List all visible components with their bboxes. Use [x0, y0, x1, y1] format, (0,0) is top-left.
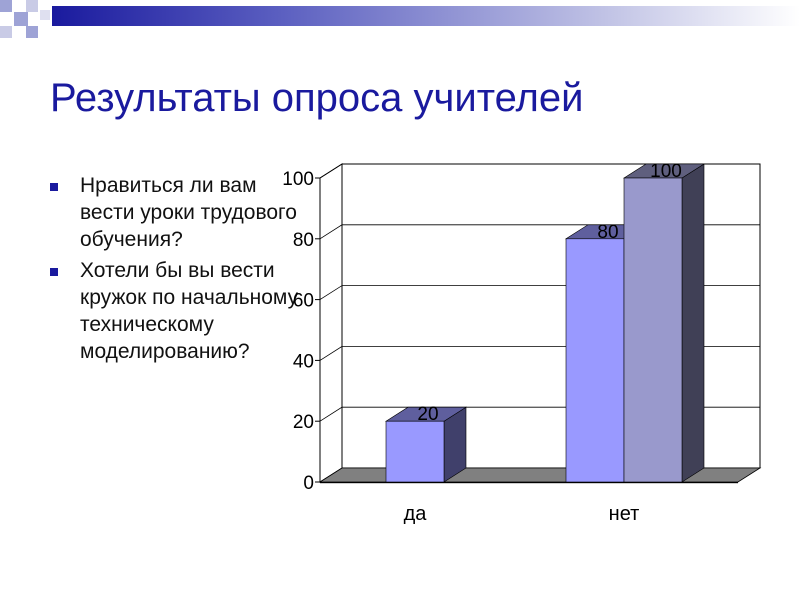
y-tick-label: 40	[293, 351, 314, 372]
top-band-decoration	[52, 6, 800, 26]
bullet-item: Хотели бы вы вести кружок по начальному …	[48, 257, 310, 365]
data-label: 20	[417, 404, 438, 425]
bar-side	[681, 163, 705, 483]
page-title: Результаты опроса учителей	[50, 76, 584, 120]
data-label: 80	[597, 222, 618, 243]
x-axis-line	[320, 482, 738, 484]
bullet-text: Нравиться ли вам вести уроки трудового о…	[80, 174, 297, 251]
bar	[385, 420, 445, 483]
y-tick-label: 0	[303, 473, 314, 494]
data-label: 100	[650, 161, 682, 182]
bar	[623, 177, 683, 483]
x-category-label: да	[404, 503, 428, 525]
gridline	[319, 163, 760, 179]
y-tick-label: 80	[293, 230, 314, 251]
y-tick-label: 100	[282, 169, 314, 190]
chart-side-wall	[319, 163, 343, 483]
bullet-square-icon	[50, 183, 58, 191]
y-tick-label: 60	[293, 291, 314, 312]
bullet-item: Нравиться ли вам вести уроки трудового о…	[48, 172, 310, 253]
bullet-square-icon	[50, 268, 58, 276]
bar	[565, 238, 625, 483]
bullet-text: Хотели бы вы вести кружок по начальному …	[80, 259, 299, 363]
bullet-list: Нравиться ли вам вести уроки трудового о…	[48, 172, 310, 369]
x-category-label: нет	[609, 503, 640, 525]
bar-chart: 0 20 40 60 80 100 20 80 100 да нет	[282, 161, 762, 525]
y-tick-label: 20	[293, 412, 314, 433]
